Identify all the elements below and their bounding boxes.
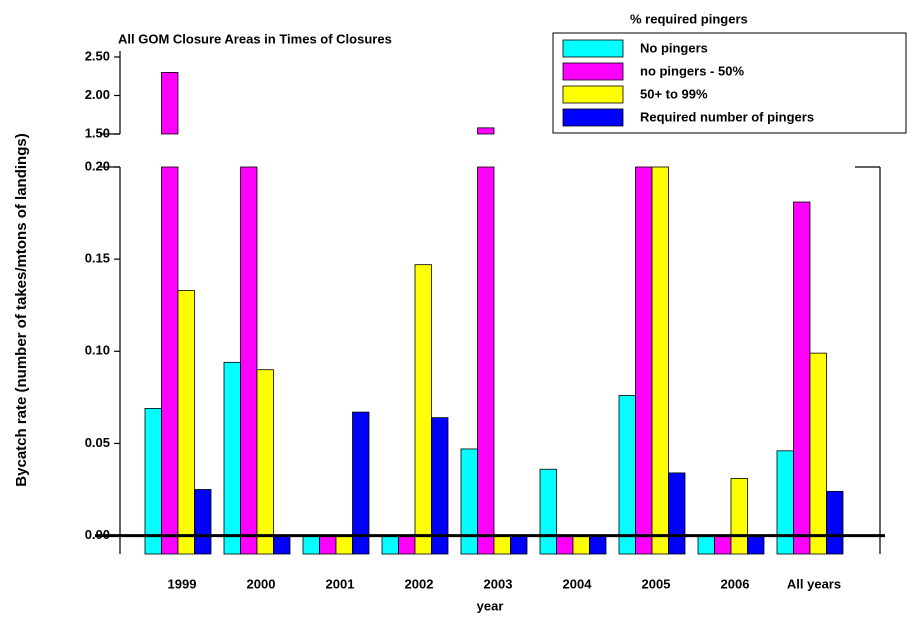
x-tick-label: 2002 xyxy=(405,576,434,591)
legend-label: Required number of pingers xyxy=(640,109,814,124)
x-tick-label: 2003 xyxy=(484,576,513,591)
y-tick-label: 1.50 xyxy=(85,125,110,140)
bar xyxy=(539,468,557,555)
x-tick-label: 2001 xyxy=(326,576,355,591)
y-tick-label: 0.10 xyxy=(85,343,110,358)
y-tick-label: 0.05 xyxy=(85,435,110,450)
bar xyxy=(809,352,827,555)
bar xyxy=(572,535,590,555)
bar xyxy=(618,395,636,555)
bar xyxy=(747,535,765,555)
legend-swatch xyxy=(562,85,624,104)
legend-title: % required pingers xyxy=(630,11,748,26)
bar xyxy=(144,408,162,555)
x-tick-label: 2006 xyxy=(721,576,750,591)
bar xyxy=(460,448,478,555)
x-tick-label: 2000 xyxy=(247,576,276,591)
bar-upper xyxy=(161,72,179,135)
legend-label: no pingers - 50% xyxy=(640,63,744,78)
bar xyxy=(177,290,195,555)
bar xyxy=(352,411,370,555)
bar xyxy=(335,535,353,555)
bar xyxy=(256,369,274,555)
bar xyxy=(556,535,574,555)
y-tick-label: 2.50 xyxy=(85,48,110,63)
legend-swatch xyxy=(562,108,624,127)
bar xyxy=(510,535,528,555)
bar xyxy=(826,490,844,555)
bar xyxy=(635,166,653,555)
bar-upper xyxy=(477,127,495,135)
x-tick-label: 2005 xyxy=(642,576,671,591)
bar xyxy=(793,201,811,555)
bar xyxy=(730,478,748,555)
y-tick-label: 0.20 xyxy=(85,158,110,173)
bar xyxy=(493,535,511,555)
bar xyxy=(776,450,794,555)
y-axis-label: Bycatch rate (number of takes/mtons of l… xyxy=(13,133,30,486)
bar xyxy=(223,361,241,555)
bar xyxy=(589,535,607,555)
legend-label: 50+ to 99% xyxy=(640,86,708,101)
bar xyxy=(697,535,715,555)
bar xyxy=(668,472,686,555)
y-tick-label: 2.00 xyxy=(85,87,110,102)
bar xyxy=(240,166,258,555)
legend-swatch xyxy=(562,62,624,81)
bar xyxy=(319,535,337,555)
x-tick-label: All years xyxy=(787,576,841,591)
bar xyxy=(477,166,495,555)
bar xyxy=(431,417,449,555)
bar xyxy=(398,535,416,555)
legend-label: No pingers xyxy=(640,40,708,55)
bar xyxy=(651,166,669,555)
bar xyxy=(161,166,179,555)
bar xyxy=(381,535,399,555)
x-tick-label: 1999 xyxy=(168,576,197,591)
bar xyxy=(273,535,291,555)
x-axis-label: year xyxy=(477,598,504,613)
legend-swatch xyxy=(562,39,624,58)
bar xyxy=(414,264,432,555)
x-tick-label: 2004 xyxy=(563,576,593,591)
bar xyxy=(194,489,212,555)
bar xyxy=(302,535,320,555)
chart-title: All GOM Closure Areas in Times of Closur… xyxy=(118,31,392,46)
y-tick-label: 0.15 xyxy=(85,251,110,266)
bar xyxy=(714,535,732,555)
